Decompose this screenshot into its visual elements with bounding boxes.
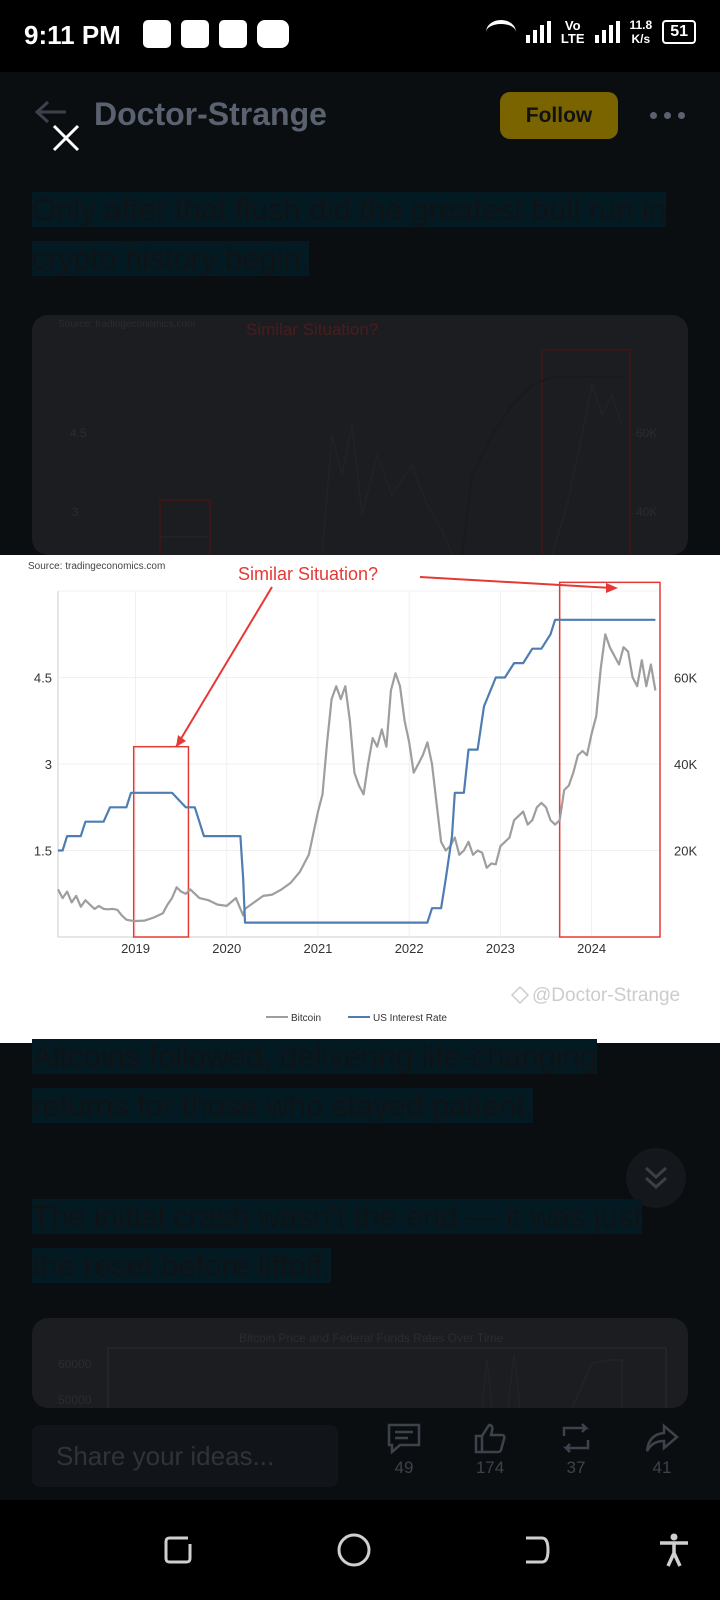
- series-line-bitcoin: [57, 633, 657, 923]
- annotation-arrow: [175, 586, 273, 748]
- y-right-tick-label: 20K: [674, 844, 697, 859]
- share-arrow-icon: [645, 1423, 679, 1452]
- article-chart-image[interactable]: Bitcoin Price and Federal Funds Rates Ov…: [32, 1318, 688, 1408]
- y-right-tick-label: 60K: [674, 671, 697, 686]
- notification-icons: [143, 20, 289, 48]
- comment-count: 49: [394, 1458, 414, 1477]
- svg-text:@Doctor-Strange: @Doctor-Strange: [532, 985, 680, 1006]
- youtube-icon: [257, 20, 289, 48]
- y-tick: 3: [72, 505, 79, 519]
- chart-source: Source: tradingeconomics.com: [58, 319, 195, 330]
- app-notification-icon: [219, 20, 247, 48]
- share-count: 41: [652, 1458, 672, 1477]
- series-line-us-interest-rate: [58, 618, 656, 924]
- x-tick-label: 2024: [577, 941, 606, 956]
- comment-button[interactable]: 49: [374, 1422, 434, 1478]
- article-paragraph: The initial crash wasn’t the end — it wa…: [32, 1199, 642, 1283]
- y-left-tick-label: 3: [45, 757, 52, 772]
- follow-button[interactable]: Follow: [500, 92, 618, 139]
- signal-icon: [525, 21, 551, 43]
- share-button[interactable]: 41: [632, 1422, 692, 1478]
- chart-annotation: Similar Situation?: [238, 564, 378, 584]
- y-tick: 4.5: [70, 426, 87, 440]
- back-arrow-icon[interactable]: [34, 100, 68, 124]
- status-indicators: Vo LTE 11.8 K/s 51: [485, 18, 696, 46]
- annotation-arrow: [419, 576, 613, 589]
- battery-indicator: 51: [662, 20, 696, 44]
- more-options-icon[interactable]: [650, 112, 686, 122]
- x-tick-label: 2023: [486, 941, 515, 956]
- accessibility-icon[interactable]: [656, 1532, 692, 1568]
- system-navigation-bar: [0, 1500, 720, 1600]
- comment-icon: [387, 1423, 421, 1454]
- like-count: 174: [475, 1458, 505, 1477]
- chart-source: Source: tradingeconomics.com: [28, 561, 165, 572]
- y-right-tick-label: 40K: [674, 757, 697, 772]
- y-tick: 60000: [58, 1357, 92, 1371]
- recent-apps-icon[interactable]: [160, 1532, 196, 1568]
- signal-icon: [594, 21, 620, 43]
- share-ideas-input[interactable]: Share your ideas...: [32, 1425, 338, 1487]
- highlight-box: [558, 581, 661, 938]
- bottom-action-bar: Share your ideas... 49 174 37 41: [0, 1408, 720, 1500]
- like-button[interactable]: 174: [460, 1422, 520, 1478]
- x-tick-label: 2022: [395, 941, 424, 956]
- chart-image-viewer[interactable]: Source: tradingeconomics.com 2019 2020 202…: [0, 555, 720, 1043]
- close-icon[interactable]: [48, 120, 84, 156]
- legend-label-bitcoin: Bitcoin: [291, 1013, 321, 1024]
- x-tick-label: 2020: [212, 941, 241, 956]
- article-paragraph: Altcoins followed, delivering life-chang…: [32, 1039, 598, 1123]
- home-icon[interactable]: [336, 1532, 372, 1568]
- status-bar: 9:11 PM Vo LTE 11.8 K/s 51: [0, 0, 720, 72]
- watermark: @Doctor-Strange: [510, 985, 680, 1006]
- network-speed: 11.8 K/s: [629, 18, 653, 46]
- app-notification-icon: [181, 20, 209, 48]
- author-name[interactable]: Doctor-Strange: [94, 96, 327, 132]
- bitcoin-vs-interest-rate-chart: Source: tradingeconomics.com 2019 2020 202…: [28, 561, 697, 1024]
- y-tick: 40K: [636, 505, 657, 519]
- legend-label-interest-rate: US Interest Rate: [373, 1013, 447, 1024]
- x-tick-label: 2019: [121, 941, 150, 956]
- y-left-tick-label: 4.5: [34, 671, 52, 686]
- wifi-icon: [485, 20, 516, 44]
- repost-icon: [562, 1423, 590, 1453]
- lte-indicator: Vo LTE: [560, 18, 585, 46]
- repost-button[interactable]: 37: [546, 1422, 606, 1478]
- scroll-down-button[interactable]: [626, 1148, 686, 1208]
- chart-annotation: Similar Situation?: [246, 320, 378, 339]
- y-tick: 60K: [636, 426, 657, 440]
- x-tick-label: 2021: [303, 941, 332, 956]
- thumbs-up-icon: [474, 1423, 506, 1454]
- annotation-arrowhead: [606, 583, 618, 593]
- y-left-tick-label: 1.5: [34, 844, 52, 859]
- article-chart-image[interactable]: Source: tradingeconomics.com Similar Sit…: [32, 315, 688, 555]
- status-time: 9:11 PM: [24, 20, 121, 50]
- app-notification-icon: [143, 20, 171, 48]
- y-tick: 50000: [58, 1393, 92, 1407]
- article-paragraph: Only after that flush did the greatest b…: [32, 192, 667, 276]
- binance-logo-icon: [510, 985, 530, 1005]
- chart-title: Bitcoin Price and Federal Funds Rates Ov…: [239, 1331, 503, 1345]
- double-chevron-down-icon: [644, 1166, 668, 1190]
- annotation-arrowhead: [176, 735, 186, 747]
- back-icon[interactable]: [518, 1532, 554, 1568]
- highlight-box: [132, 745, 190, 938]
- repost-count: 37: [566, 1458, 586, 1477]
